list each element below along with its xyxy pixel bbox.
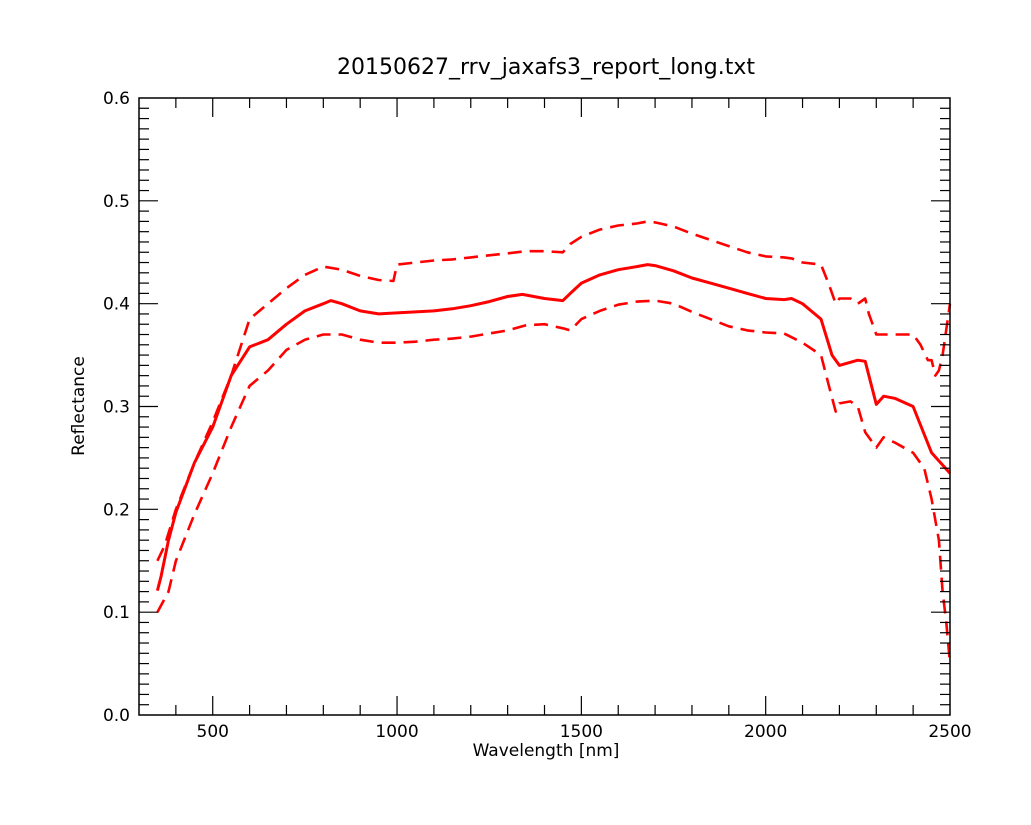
x-tick-label: 2500 [928, 722, 971, 742]
x-tick-label: 1000 [375, 722, 418, 742]
plot-frame [138, 97, 951, 716]
y-tick-label: 0.3 [103, 398, 130, 418]
y-tick-label: 0.1 [103, 603, 130, 623]
x-axis-label: Wavelength [nm] [473, 741, 620, 761]
series-line-2-dashed [156, 220, 952, 562]
y-axis-label: Reflectance [69, 356, 89, 456]
axis-tick-labels: 500 1000 1500 2000 2500 0.0 0.1 0.2 0.3 0.4 0.5 0.6 [103, 89, 972, 742]
y-tick-label: 0.2 [103, 500, 130, 520]
x-tick-label: 2000 [744, 722, 787, 742]
y-tick-label: 0.4 [103, 295, 130, 315]
plot-lines [155, 220, 952, 664]
x-tick-label: 1500 [560, 722, 603, 742]
series-line-1-solid [155, 263, 952, 591]
x-tick-label: 500 [197, 722, 229, 742]
y-tick-label: 0.5 [103, 192, 130, 212]
y-tick-label: 0.0 [103, 706, 130, 726]
chart-title: 20150627_rrv_jaxafs3_report_long.txt [337, 55, 755, 80]
axis-ticks [139, 98, 950, 715]
y-tick-label: 0.6 [103, 89, 130, 109]
series-line-3-dashed [156, 299, 952, 664]
